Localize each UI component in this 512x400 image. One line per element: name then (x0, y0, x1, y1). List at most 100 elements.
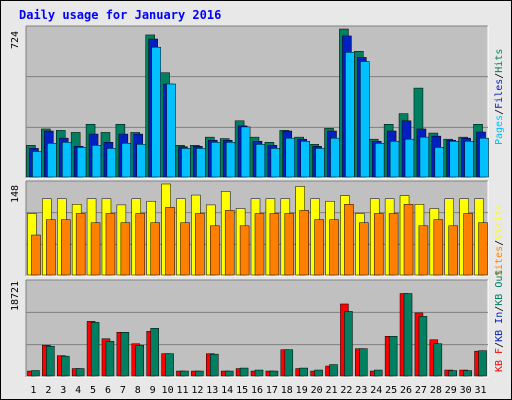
kb-in-bar (31, 370, 40, 377)
legend: KB F/KB In/KB Out (494, 270, 505, 372)
day-label: 15 (236, 385, 248, 396)
day-label: 23 (355, 385, 367, 396)
pages-bar (47, 143, 57, 178)
pages-bar (374, 143, 385, 178)
sites-bar (210, 225, 220, 276)
day-label: 24 (370, 385, 382, 396)
kb-in-bar (210, 353, 219, 377)
sites-bar (299, 210, 309, 276)
sites-bar (344, 204, 354, 276)
pages-bar (270, 148, 281, 178)
day-label: 19 (296, 385, 308, 396)
sites-bar (165, 207, 175, 276)
pages-bar (62, 141, 72, 178)
sites-bar (105, 213, 116, 276)
chart-title: Daily usage for January 2016 (19, 8, 222, 22)
legend-hits: Hits (494, 49, 505, 73)
y-max-label: 724 (10, 31, 21, 49)
sites-bar (388, 213, 399, 276)
kb-in-bar (344, 311, 353, 377)
legend-separator: / (494, 306, 505, 312)
legend-kb-f: KB F (494, 348, 505, 372)
sites-bar (284, 213, 295, 276)
kb-in-bar (46, 345, 55, 377)
sites-bar (418, 225, 429, 276)
pages-bar (360, 61, 370, 178)
kb-in-bar (150, 328, 159, 377)
pages-bar (255, 144, 266, 178)
sites-bar (31, 234, 41, 276)
day-label: 25 (385, 385, 397, 396)
pages-bar (449, 140, 459, 178)
kb-in-bar (254, 369, 264, 377)
sites-bar (46, 219, 56, 276)
pages-bar (330, 137, 340, 178)
legend-files: Files (494, 79, 505, 109)
kb-in-bar (314, 369, 323, 377)
pages-bar (32, 151, 42, 178)
sites-bar (195, 213, 205, 276)
sites-visits-panel: 148 Sites/Visits (10, 180, 505, 277)
sites-bar (75, 213, 86, 276)
pages-bar (121, 143, 132, 178)
day-label: 29 (445, 385, 457, 396)
kb-in-bar (463, 370, 472, 377)
legend: Sites/Visits (494, 204, 505, 276)
kb-in-bar (165, 353, 174, 377)
day-label: 16 (251, 385, 263, 396)
sites-bar (359, 222, 369, 276)
sites-bar (61, 219, 71, 276)
hits-files-pages-panel: 724 Pages/Files/Hits (10, 25, 505, 179)
legend-sites: Sites (494, 246, 505, 276)
kb-in-bar (105, 340, 115, 377)
day-label: 26 (400, 385, 412, 396)
sites-bar (135, 213, 146, 276)
sites-bar (254, 213, 265, 276)
pages-bar (136, 144, 147, 178)
legend-separator: / (494, 240, 505, 246)
kb-in-bar (180, 370, 189, 377)
day-label: 12 (191, 385, 203, 396)
sites-bar (433, 219, 444, 276)
legend: Pages/Files/Hits (494, 49, 505, 145)
legend-separator: / (494, 109, 505, 115)
pages-bar (91, 145, 102, 178)
kb-in-bar (448, 370, 457, 377)
kb-in-bar (418, 316, 428, 377)
kb-in-bar (90, 322, 100, 377)
day-label: 17 (266, 385, 278, 396)
pages-bar (106, 148, 117, 178)
day-label: 5 (90, 385, 96, 396)
kb-in-bar (403, 293, 413, 377)
sites-bar (180, 222, 190, 276)
pages-bar (151, 46, 161, 178)
day-label: 20 (311, 385, 323, 396)
day-label: 1 (30, 385, 36, 396)
sites-bar (239, 225, 250, 276)
pages-bar (181, 148, 191, 178)
pages-bar (166, 83, 176, 178)
kb-in-bar (373, 369, 383, 377)
pages-bar (211, 141, 221, 178)
day-label: 22 (340, 385, 352, 396)
kb-in-bar (195, 370, 204, 377)
sites-bar (448, 225, 458, 276)
day-label: 3 (60, 385, 66, 396)
kb-in-bar (329, 364, 338, 377)
day-label: 13 (206, 385, 218, 396)
legend-separator: / (494, 73, 505, 79)
y-max-label: 18721 (10, 281, 21, 311)
day-label: 27 (415, 385, 427, 396)
day-label: 4 (75, 385, 81, 396)
sites-bar (120, 222, 131, 276)
day-label: 28 (430, 385, 442, 396)
day-axis: 1 2 3 4 5 6 7 8 9 10 11 12 13 14 15 16 17 18 19 20 21 22 23 24 2… (30, 385, 486, 396)
sites-bar (403, 204, 414, 276)
sites-bar (314, 219, 324, 276)
day-label: 9 (150, 385, 156, 396)
pages-bar (315, 148, 325, 178)
kb-in-bar (120, 332, 130, 377)
day-label: 30 (460, 385, 472, 396)
